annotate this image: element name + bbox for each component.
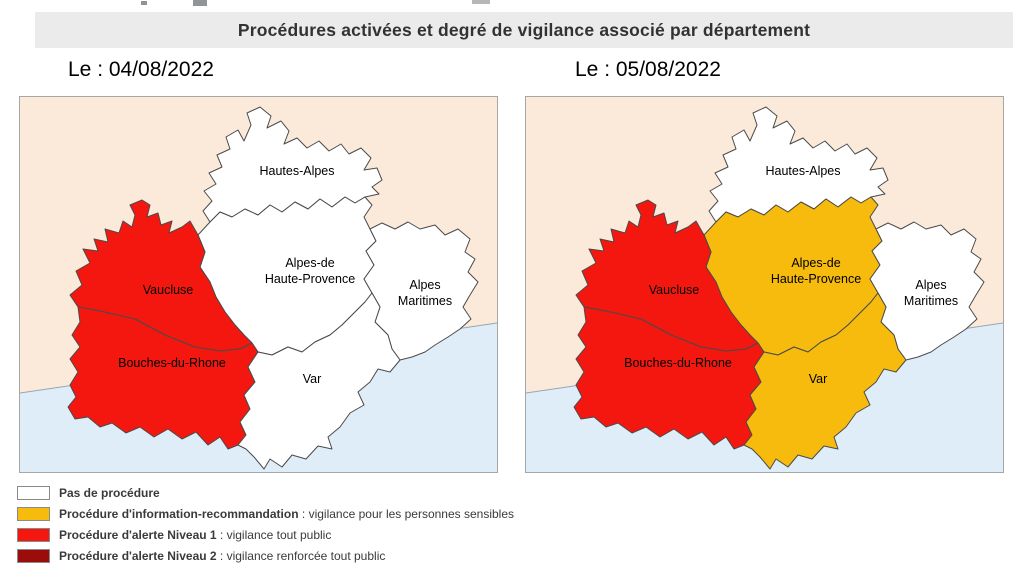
department-label-alpes-de-haute-provence: Alpes-de Haute-Provence: [771, 256, 861, 286]
map-date-right: Le : 05/08/2022: [575, 58, 721, 81]
department-label-var: Var: [809, 372, 828, 386]
department-var: [743, 292, 907, 470]
page-title: Procédures activées et degré de vigilanc…: [237, 19, 811, 40]
legend-desc: : vigilance renforcée tout public: [216, 549, 386, 563]
legend-desc: : vigilance pour les personnes sensibles: [298, 507, 515, 521]
department-label-bouches-du-rhone: Bouches-du-Rhone: [624, 356, 732, 370]
department-label-vaucluse: Vaucluse: [649, 283, 700, 297]
vigilance-map-04-08: Hautes-Alpes Alpes-de Haute-Provence Alpes M…: [20, 97, 497, 472]
department-label-alpes-maritimes: Alpes Maritimes: [904, 278, 958, 308]
department-label-vaucluse: Vaucluse: [143, 283, 194, 297]
legend-row-alerte-niveau-2: Procédure d'alerte Niveau 2 : vigilance …: [17, 549, 514, 563]
cropped-text-fragment: [193, 0, 207, 6]
legend: Pas de procédure Procédure d'information…: [17, 486, 514, 563]
legend-label: Procédure d'alerte Niveau 2: [59, 549, 217, 563]
cropped-text-fragment: [472, 0, 490, 4]
legend-row-no-procedure: Pas de procédure: [17, 486, 514, 500]
legend-label: Procédure d'information-recommandation: [59, 507, 299, 521]
legend-swatch-darkred: [17, 549, 50, 563]
legend-row-information: Procédure d'information-recommandation :…: [17, 507, 514, 521]
department-var: [237, 292, 401, 470]
legend-swatch-red: [17, 528, 50, 542]
map-date-left: Le : 04/08/2022: [68, 58, 214, 81]
map-panel-left: Hautes-Alpes Alpes-de Haute-Provence Alpes M…: [19, 96, 498, 473]
map-panel-right: Hautes-Alpes Alpes-de Haute-Provence Alpes M…: [525, 96, 1004, 473]
department-label-hautes-alpes: Hautes-Alpes: [259, 164, 334, 178]
legend-desc: : vigilance tout public: [216, 528, 332, 542]
department-bouches-du-rhone: [67, 306, 259, 450]
department-label-var: Var: [303, 372, 322, 386]
title-bar: Procédures activées et degré de vigilanc…: [35, 12, 1013, 48]
department-label-alpes-maritimes: Alpes Maritimes: [398, 278, 452, 308]
legend-label: Procédure d'alerte Niveau 1: [59, 528, 217, 542]
legend-swatch-orange: [17, 507, 50, 521]
cropped-text-fragment: [141, 1, 147, 5]
legend-swatch-white: [17, 486, 50, 500]
vigilance-map-05-08: Hautes-Alpes Alpes-de Haute-Provence Alpes M…: [526, 97, 1003, 472]
legend-row-alerte-niveau-1: Procédure d'alerte Niveau 1 : vigilance …: [17, 528, 514, 542]
legend-label: Pas de procédure: [59, 486, 160, 500]
department-label-hautes-alpes: Hautes-Alpes: [765, 164, 840, 178]
department-bouches-du-rhone: [573, 306, 765, 450]
department-label-alpes-de-haute-provence: Alpes-de Haute-Provence: [265, 256, 355, 286]
department-label-bouches-du-rhone: Bouches-du-Rhone: [118, 356, 226, 370]
